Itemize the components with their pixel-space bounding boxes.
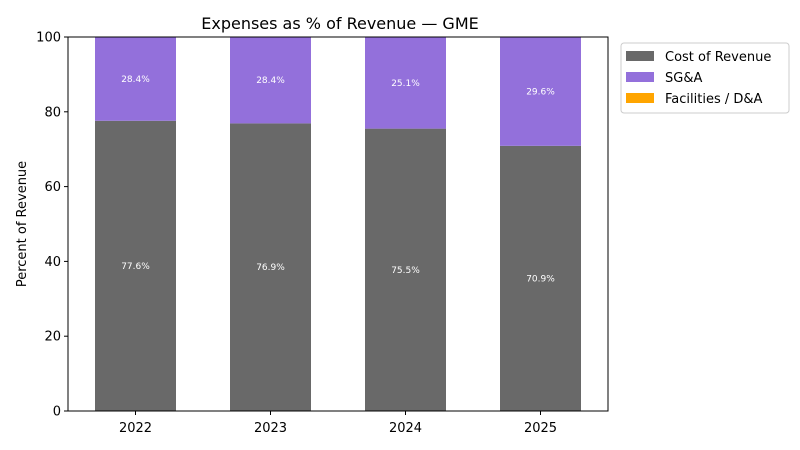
y-axis: 0 20 40 60 80 100: [36, 31, 68, 420]
bar-sg-a-2025: [500, 37, 581, 146]
data-label-sg-a-2022: 28.4%: [121, 75, 150, 85]
data-label-cost-of-revenue-2025: 70.9%: [526, 274, 555, 284]
legend-entry: Facilities / D&A: [665, 92, 763, 107]
bar-cost-of-revenue-2025: [500, 145, 581, 411]
x-tick-label: 2024: [389, 421, 422, 436]
chart-title: Expenses as % of Revenue — GME: [201, 14, 479, 33]
y-tick-label: 20: [44, 330, 61, 345]
x-tick-label: 2023: [254, 421, 287, 436]
bars-group: [95, 37, 581, 411]
legend-swatch: [626, 51, 654, 61]
bar-cost-of-revenue-2023: [230, 123, 311, 411]
data-label-cost-of-revenue-2023: 76.9%: [256, 263, 285, 273]
data-label-sg-a-2023: 28.4%: [256, 76, 285, 86]
bar-cost-of-revenue-2024: [365, 128, 446, 411]
x-tick-label: 2022: [119, 421, 152, 436]
y-tick-label: 100: [36, 31, 61, 46]
bar-sg-a-2024: [365, 37, 446, 129]
y-tick-label: 60: [44, 180, 61, 195]
data-label-sg-a-2024: 25.1%: [391, 79, 420, 89]
legend-swatch: [626, 93, 654, 103]
legend-box: [620, 42, 790, 114]
legend-swatch: [626, 72, 654, 82]
data-label-cost-of-revenue-2024: 75.5%: [391, 266, 420, 276]
plot-frame: [67, 36, 609, 412]
legend: Cost of Revenue SG&A Facilities / D&A: [620, 42, 790, 114]
bar-cost-of-revenue-2022: [95, 120, 176, 411]
y-tick-label: 0: [53, 405, 61, 420]
x-axis: 2022 2023 2024 2025: [119, 411, 557, 436]
bar-sg-a-2023: [230, 37, 311, 124]
x-tick-label: 2025: [524, 421, 557, 436]
legend-entry: Cost of Revenue: [665, 50, 771, 65]
legend-entry: SG&A: [665, 71, 702, 86]
data-label-cost-of-revenue-2022: 77.6%: [121, 262, 150, 272]
data-label-sg-a-2025: 29.6%: [526, 87, 555, 97]
y-tick-label: 40: [44, 255, 61, 270]
y-tick-label: 80: [44, 105, 61, 120]
bar-sg-a-2022: [95, 37, 176, 121]
y-axis-label: Percent of Revenue: [15, 161, 30, 287]
data-labels-group: 77.6% 28.4% 76.9% 28.4% 75.5% 25.1% 70.9% 29.6%: [121, 75, 555, 285]
